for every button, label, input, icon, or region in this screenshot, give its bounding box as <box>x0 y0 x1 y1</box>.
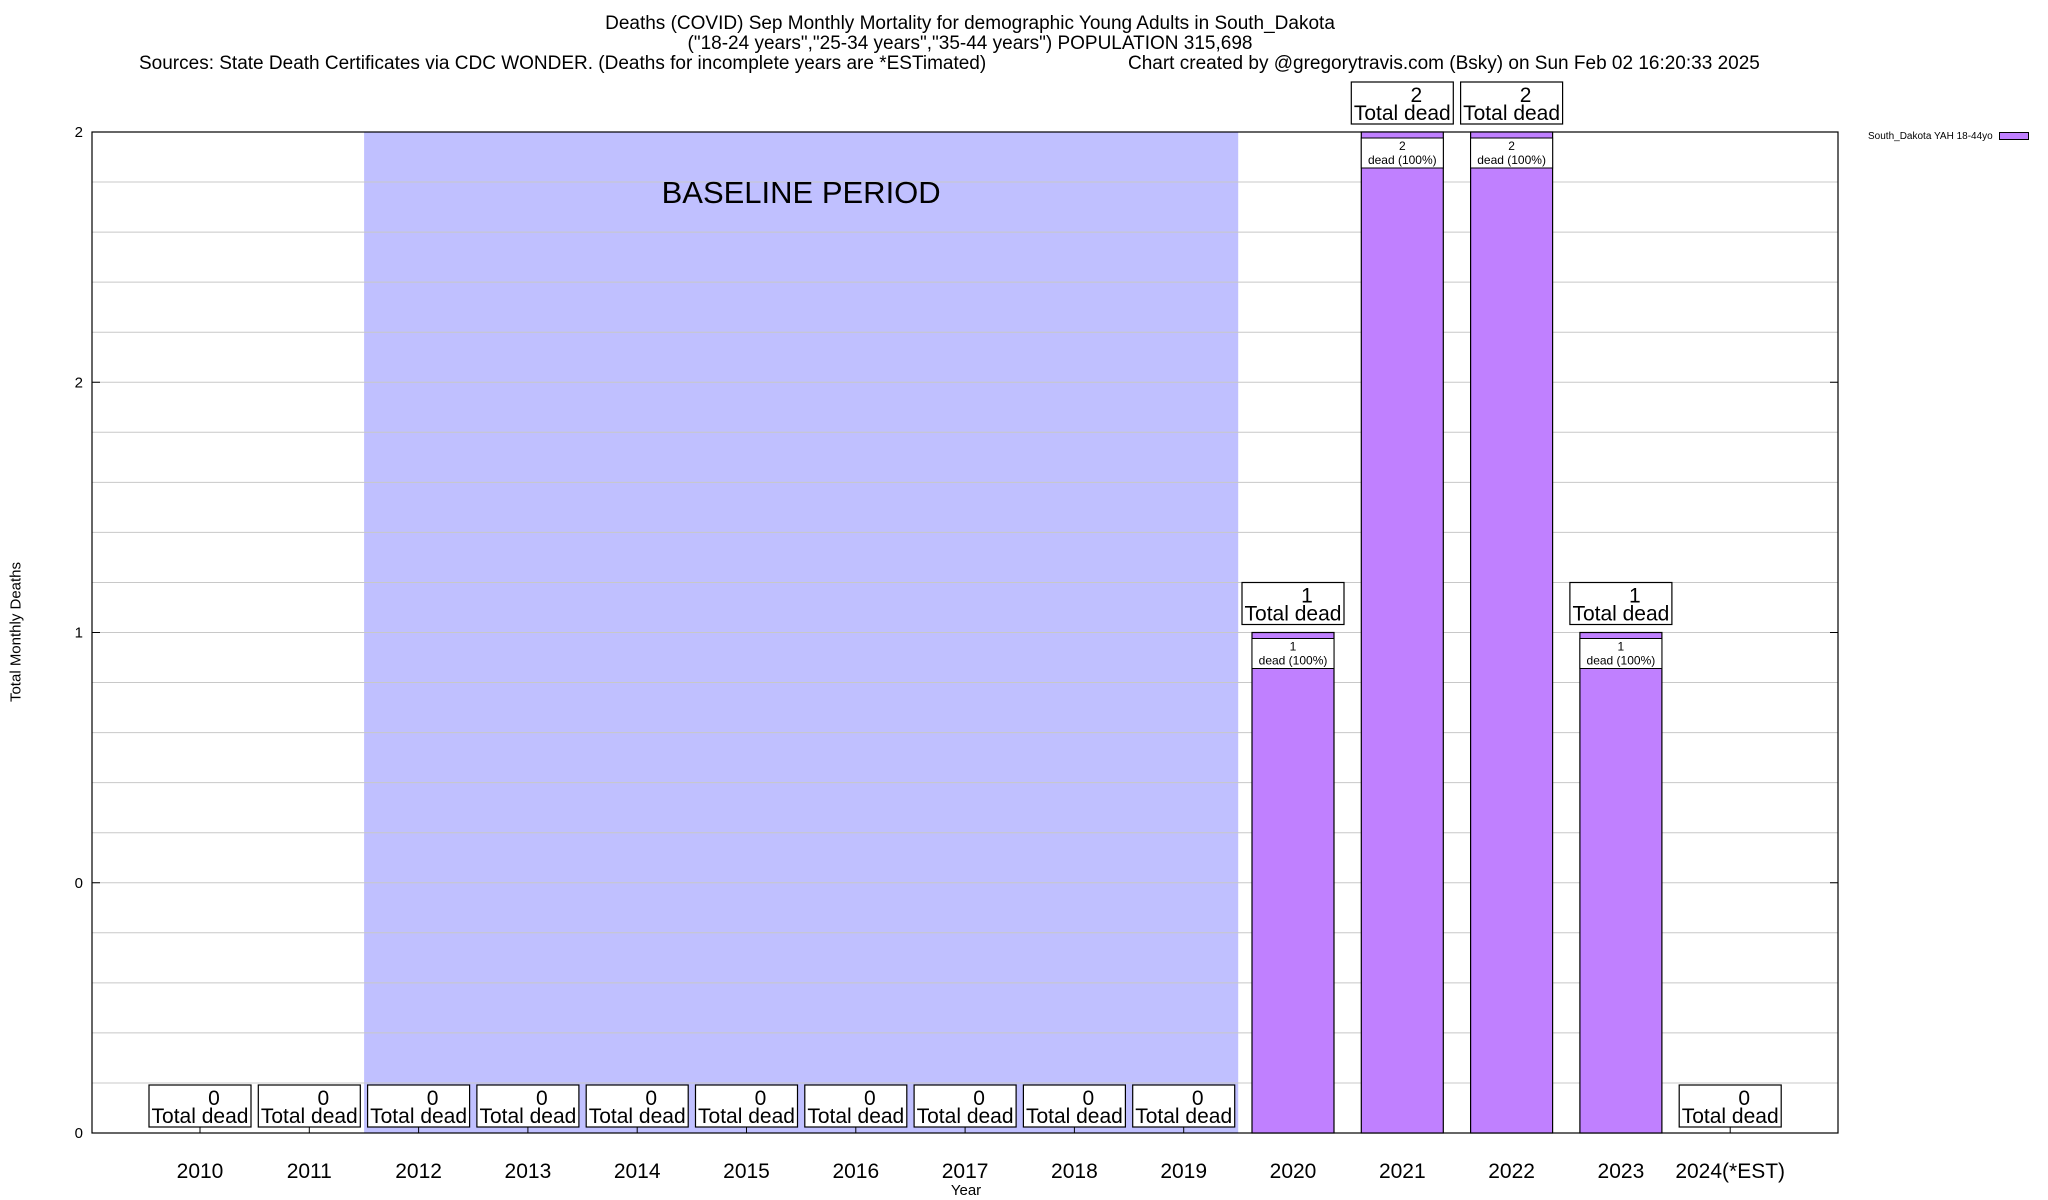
segment-count: 2 <box>1399 139 1406 153</box>
segment-label: dead (100%) <box>1477 153 1546 167</box>
legend-label: South_Dakota YAH 18-44yo <box>1868 131 1993 142</box>
segment-label: dead (100%) <box>1259 654 1328 668</box>
total-label: Total dead <box>698 1105 795 1128</box>
x-tick-label: 2011 <box>287 1160 332 1183</box>
segment-label: dead (100%) <box>1587 654 1656 668</box>
x-tick-label: 2016 <box>832 1160 879 1183</box>
total-count: 0 <box>317 1087 329 1110</box>
total-count: 0 <box>864 1087 876 1110</box>
segment-label-box <box>1470 137 1554 169</box>
total-label-box <box>913 1084 1017 1128</box>
total-count: 2 <box>1520 84 1532 107</box>
bar <box>1579 631 1663 1134</box>
y-tick-label: 2 <box>75 124 83 141</box>
segment-count: 2 <box>1508 139 1515 153</box>
bar <box>1360 131 1444 1134</box>
total-count: 0 <box>208 1087 220 1110</box>
x-tick-label: 2018 <box>1051 1160 1098 1183</box>
total-label-box <box>1569 581 1673 626</box>
total-label-box <box>1022 1084 1127 1128</box>
total-label-box <box>1132 1084 1236 1128</box>
segment-count: 1 <box>1290 640 1297 654</box>
y-axis-label: Total Monthly Deaths <box>7 561 25 703</box>
chart-title: Deaths (COVID) Sep Monthly Mortality for… <box>605 13 1335 34</box>
bar <box>1251 631 1335 1134</box>
total-label-box <box>1459 81 1564 125</box>
total-label: Total dead <box>589 1105 686 1128</box>
total-label-box <box>804 1084 908 1128</box>
y-tick-label: 1 <box>75 625 83 642</box>
segment-label-box <box>1251 638 1335 669</box>
x-tick-label: 2024(*EST) <box>1675 1160 1785 1183</box>
total-count: 0 <box>1192 1087 1204 1110</box>
legend: South_Dakota YAH 18-44yo <box>1868 131 2029 142</box>
x-tick-label: 2015 <box>723 1160 770 1183</box>
total-label: Total dead <box>1026 1105 1123 1128</box>
total-label-box <box>1350 81 1454 125</box>
total-label-box <box>1678 1084 1782 1128</box>
segment-count: 1 <box>1618 640 1625 654</box>
total-label: Total dead <box>1572 603 1669 626</box>
total-count: 0 <box>755 1087 767 1110</box>
chart-credit: Chart created by @gregorytravis.com (Bsk… <box>1128 53 1760 74</box>
x-tick-label: 2010 <box>177 1160 224 1183</box>
segment-label-box <box>1360 137 1444 169</box>
total-label: Total dead <box>152 1105 249 1128</box>
chart-sources: Sources: State Death Certificates via CD… <box>139 53 987 74</box>
total-label-box <box>585 1084 689 1128</box>
x-tick-label: 2017 <box>942 1160 989 1183</box>
x-tick-label: 2019 <box>1160 1160 1207 1183</box>
total-label: Total dead <box>1245 603 1342 626</box>
y-tick-label: 0 <box>75 875 83 892</box>
x-tick-label: 2012 <box>395 1160 442 1183</box>
x-tick-label: 2013 <box>505 1160 552 1183</box>
total-label-box <box>257 1084 361 1128</box>
total-count: 2 <box>1410 84 1422 107</box>
total-label-box <box>1241 581 1345 626</box>
total-count: 0 <box>1738 1087 1750 1110</box>
x-tick-label: 2023 <box>1598 1160 1645 1183</box>
total-label-box <box>367 1084 471 1128</box>
total-label: Total dead <box>370 1105 467 1128</box>
x-tick-label: 2020 <box>1270 1160 1317 1183</box>
x-axis-label: Year <box>950 1182 982 1199</box>
x-tick-label: 2014 <box>614 1160 661 1183</box>
chart-subtitle: ("18-24 years","25-34 years","35-44 year… <box>687 33 1253 54</box>
total-label: Total dead <box>1682 1105 1779 1128</box>
total-count: 0 <box>973 1087 985 1110</box>
total-label: Total dead <box>261 1105 358 1128</box>
total-count: 0 <box>427 1087 439 1110</box>
x-tick-label: 2022 <box>1488 1160 1535 1183</box>
total-label: Total dead <box>1135 1105 1232 1128</box>
total-count: 0 <box>536 1087 548 1110</box>
legend-swatch <box>1998 132 2029 141</box>
total-label: Total dead <box>479 1105 576 1128</box>
y-tick-label: 2 <box>75 374 83 391</box>
total-label-box <box>476 1084 580 1128</box>
total-label: Total dead <box>1463 102 1560 125</box>
bar <box>1469 131 1554 1134</box>
total-label: Total dead <box>917 1105 1014 1128</box>
baseline-label: BASELINE PERIOD <box>662 175 941 210</box>
total-label: Total dead <box>807 1105 904 1128</box>
total-count: 0 <box>1083 1087 1095 1110</box>
total-label: Total dead <box>1354 102 1451 125</box>
y-tick-label: 0 <box>75 1125 83 1142</box>
total-count: 1 <box>1301 585 1313 608</box>
x-tick-label: 2021 <box>1379 1160 1426 1183</box>
total-count: 0 <box>645 1087 657 1110</box>
segment-label: dead (100%) <box>1368 153 1437 167</box>
segment-label-box <box>1579 638 1663 669</box>
total-count: 1 <box>1629 585 1641 608</box>
total-label-box <box>148 1084 252 1128</box>
total-label-box <box>694 1084 799 1128</box>
